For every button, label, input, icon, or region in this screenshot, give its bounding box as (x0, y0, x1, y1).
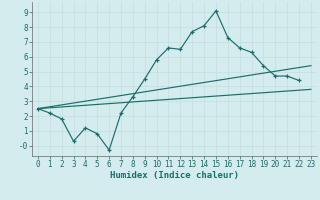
X-axis label: Humidex (Indice chaleur): Humidex (Indice chaleur) (110, 171, 239, 180)
